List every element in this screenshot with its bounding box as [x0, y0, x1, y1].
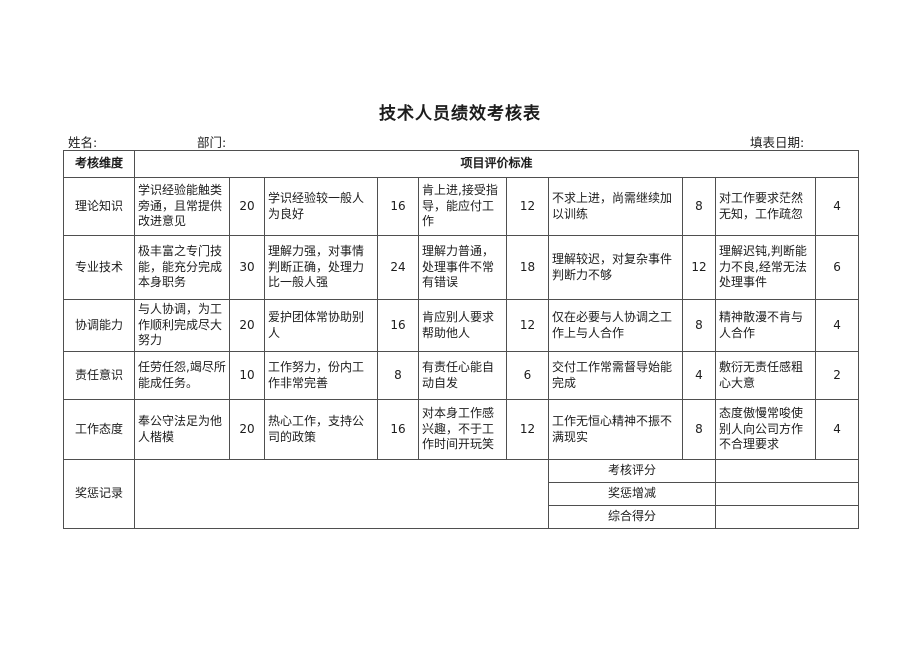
dimension-cell: 责任意识: [63, 351, 135, 400]
criteria-score-cell: 16: [377, 399, 419, 460]
reward-record-label-cell: 奖惩记录: [63, 459, 135, 529]
reward-record-input-cell[interactable]: [134, 459, 549, 529]
summary-label-cell: 奖惩增减: [548, 482, 716, 506]
criteria-score-cell: 4: [814, 177, 860, 236]
table-row: 工作态度 奉公守法足为他人楷模 20 热心工作，支持公司的政策 16 对本身工作…: [63, 399, 860, 460]
criteria-score-cell: 18: [506, 235, 549, 300]
criteria-text-cell: 学识经验较一般人为良好: [264, 177, 378, 236]
criteria-score-cell: 8: [682, 299, 716, 352]
criteria-text-cell: 与人协调，为工作顺利完成尽大努力: [134, 299, 230, 352]
criteria-score-cell: 2: [814, 351, 860, 400]
criteria-text-cell: 工作努力，份内工作非常完善: [264, 351, 378, 400]
dimension-cell: 工作态度: [63, 399, 135, 460]
dimension-cell: 专业技术: [63, 235, 135, 300]
criteria-text-cell: 极丰富之专门技能，能充分完成本身职务: [134, 235, 230, 300]
date-label: 填表日期:: [750, 135, 805, 150]
summary-label-cell: 考核评分: [548, 459, 716, 483]
criteria-score-cell: 16: [377, 177, 419, 236]
footer-row: 奖惩记录 考核评分: [63, 459, 860, 529]
criteria-score-cell: 30: [229, 235, 265, 300]
department-label: 部门:: [197, 135, 227, 150]
criteria-text-cell: 对本身工作感兴趣，不于工作时间开玩笑: [418, 399, 507, 460]
criteria-text-cell: 敷衍无责任感粗心大意: [715, 351, 816, 400]
criteria-text-cell: 理解力强，对事情判断正确，处理力比一般人强: [264, 235, 378, 300]
criteria-score-cell: 12: [682, 235, 716, 300]
criteria-text-cell: 任劳任怨,竭尽所能成任务。: [134, 351, 230, 400]
criteria-text-cell: 精神散漫不肯与人合作: [715, 299, 816, 352]
table-row: 专业技术 极丰富之专门技能，能充分完成本身职务 30 理解力强，对事情判断正确，…: [63, 235, 860, 300]
criteria-score-cell: 8: [377, 351, 419, 400]
dimension-header-cell: 考核维度: [63, 150, 135, 178]
dimension-cell: 理论知识: [63, 177, 135, 236]
criteria-text-cell: 有责任心能自动自发: [418, 351, 507, 400]
criteria-text-cell: 学识经验能触类旁通，且常提供改进意见: [134, 177, 230, 236]
criteria-text-cell: 理解迟钝,判断能力不良,经常无法处理事件: [715, 235, 816, 300]
summary-label-cell: 综合得分: [548, 505, 716, 529]
footer-row: 综合得分: [64, 505, 860, 529]
criteria-text-cell: 对工作要求茫然无知，工作疏忽: [715, 177, 816, 236]
criteria-text-cell: 不求上进，尚需继续加以训练: [548, 177, 683, 236]
criteria-text-cell: 爱护团体常协助别人: [264, 299, 378, 352]
criteria-score-cell: 8: [682, 399, 716, 460]
criteria-score-cell: 4: [682, 351, 716, 400]
table-header-row: 考核维度 项目评价标准: [63, 150, 860, 178]
summary-value-cell[interactable]: [714, 459, 860, 483]
criteria-text-cell: 仅在必要与人协调之工作上与人合作: [548, 299, 683, 352]
criteria-score-cell: 6: [506, 351, 549, 400]
criteria-text-cell: 肯应别人要求帮助他人: [418, 299, 507, 352]
criteria-score-cell: 12: [506, 299, 549, 352]
name-label: 姓名:: [68, 135, 98, 150]
summary-value-cell[interactable]: [714, 482, 860, 506]
criteria-score-cell: 12: [506, 399, 549, 460]
criteria-score-cell: 20: [229, 177, 265, 236]
criteria-text-cell: 奉公守法足为他人楷模: [134, 399, 230, 460]
footer-row: 奖惩增减: [64, 482, 860, 506]
criteria-text-cell: 态度傲慢常唆使别人向公司方作不合理要求: [715, 399, 816, 460]
dimension-cell: 协调能力: [63, 299, 135, 352]
criteria-header-cell: 项目评价标准: [133, 150, 860, 178]
criteria-score-cell: 12: [506, 177, 549, 236]
criteria-score-cell: 16: [377, 299, 419, 352]
criteria-score-cell: 4: [814, 299, 860, 352]
criteria-score-cell: 8: [682, 177, 716, 236]
criteria-text-cell: 肯上进,接受指导，能应付工作: [418, 177, 507, 236]
criteria-text-cell: 理解较迟，对复杂事件判断力不够: [548, 235, 683, 300]
evaluation-table: 考核维度 项目评价标准 理论知识 学识经验能触类旁通，且常提供改进意见 20 学…: [63, 150, 860, 529]
criteria-text-cell: 交付工作常需督导始能完成: [548, 351, 683, 400]
criteria-text-cell: 理解力普通，处理事件不常有错误: [418, 235, 507, 300]
criteria-text-cell: 热心工作，支持公司的政策: [264, 399, 378, 460]
table-row: 协调能力 与人协调，为工作顺利完成尽大努力 20 爱护团体常协助别人 16 肯应…: [63, 299, 860, 352]
page-title: 技术人员绩效考核表: [379, 104, 541, 124]
criteria-text-cell: 工作无恒心精神不振不满现实: [548, 399, 683, 460]
criteria-score-cell: 20: [229, 399, 265, 460]
evaluation-table-wrap: 考核维度 项目评价标准 理论知识 学识经验能触类旁通，且常提供改进意见 20 学…: [63, 150, 860, 529]
criteria-score-cell: 4: [814, 399, 860, 460]
criteria-score-cell: 24: [377, 235, 419, 300]
summary-value-cell[interactable]: [714, 505, 860, 529]
criteria-score-cell: 10: [229, 351, 265, 400]
criteria-score-cell: 20: [229, 299, 265, 352]
table-row: 责任意识 任劳任怨,竭尽所能成任务。 10 工作努力，份内工作非常完善 8 有责…: [63, 351, 860, 400]
table-row: 理论知识 学识经验能触类旁通，且常提供改进意见 20 学识经验较一般人为良好 1…: [63, 177, 860, 236]
criteria-score-cell: 6: [814, 235, 860, 300]
